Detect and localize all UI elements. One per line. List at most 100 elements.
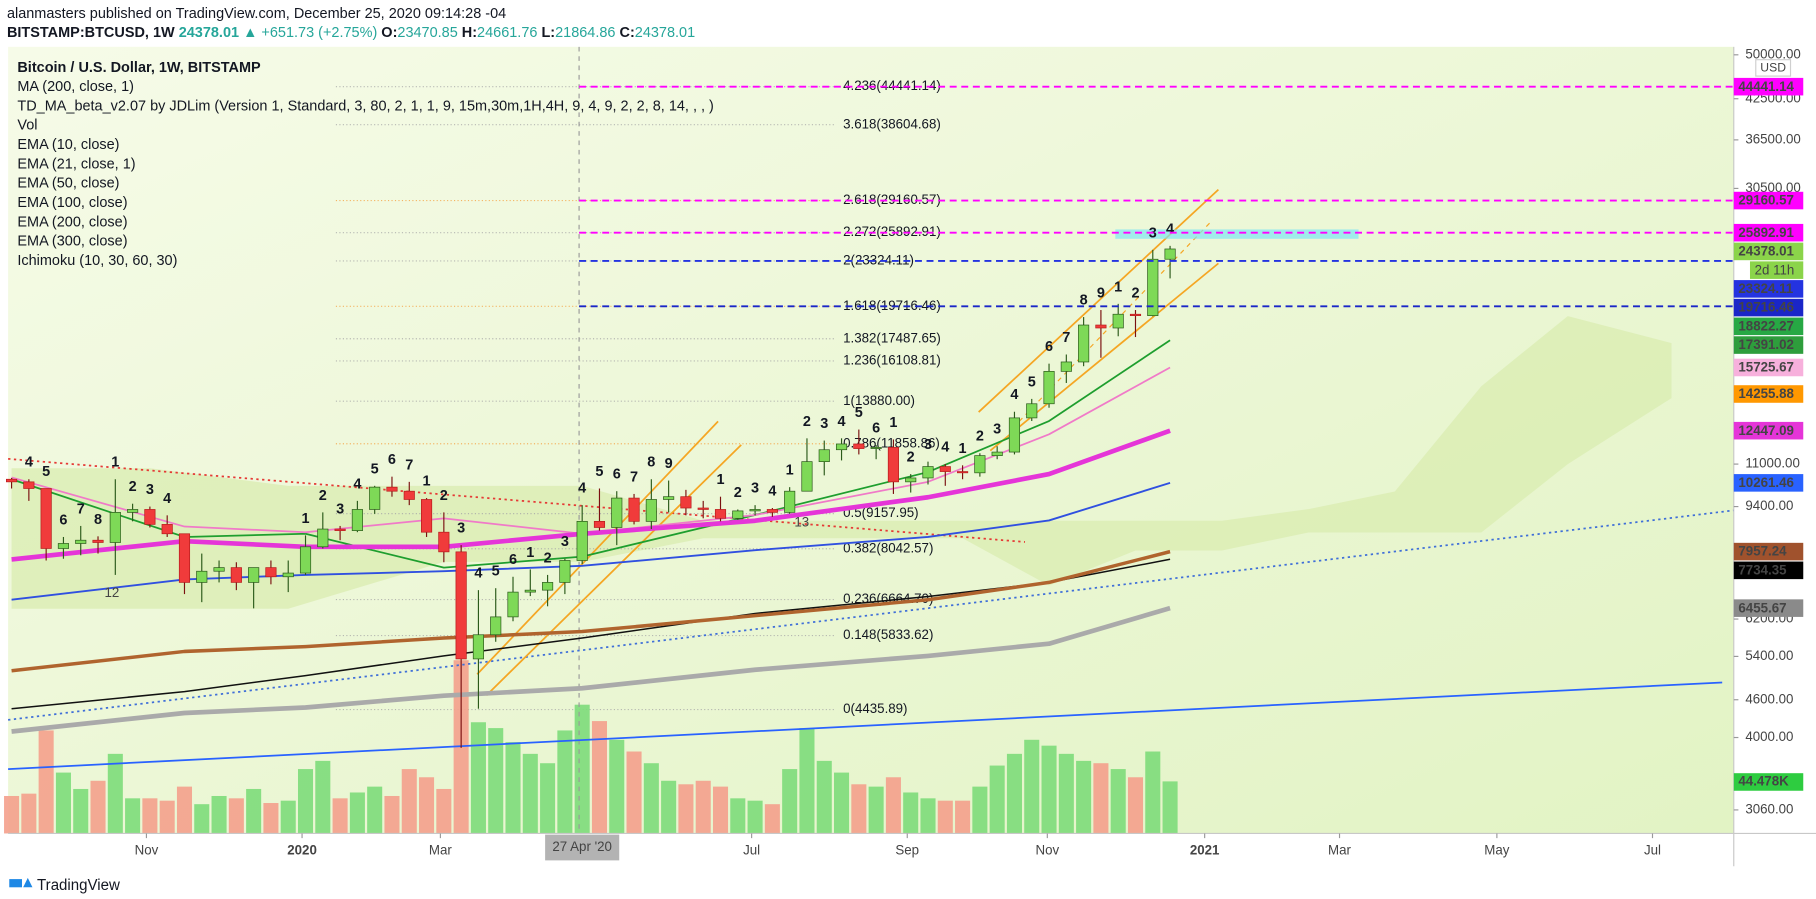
price-label-box [1733,542,1804,561]
candle-body [1060,361,1072,372]
fib-label: 1.382(17487.65) [843,330,941,345]
volume-bar [401,769,417,834]
trend-line [8,681,1723,770]
volume-bar [125,798,141,834]
candle-body [248,567,260,583]
candle-body [611,497,623,528]
ohlc-prefix: H: [462,25,477,41]
td-count: 4 [578,481,587,497]
x-tick-label: May [1484,842,1509,857]
td-count: 2 [907,450,915,466]
crosshair-label: 27 Apr '20 [552,839,612,854]
td-count: 2 [803,414,811,430]
td-count: 7 [1062,330,1070,346]
axis-layer: 50000.0042500.0036500.0030500.0011000.00… [135,46,1804,861]
td-count: 2 [1131,285,1139,301]
volume-bar [73,788,89,834]
candle-body [438,531,450,553]
volume-bar [989,765,1005,834]
annotation: 13 [794,515,809,530]
candle-body [542,582,554,591]
td-count: 6 [613,467,621,483]
volume-bar [349,792,365,834]
logo-shape [23,877,33,888]
volume-bar [782,769,798,834]
td-count: 1 [716,472,724,488]
td-count: 5 [371,461,379,477]
indicator-line [11,605,1171,734]
candle-body [127,509,139,513]
candle-body [92,539,104,543]
candle-body [957,471,969,474]
trend-line [8,509,1734,721]
x-tick-label: Jul [1644,842,1661,857]
ohlc-prefix: C: [620,25,635,41]
td-count: 2 [976,429,984,445]
x-tick-label: Nov [1035,842,1059,857]
candle-body [213,567,225,572]
crosshair-box [545,834,620,861]
candle-body [1164,248,1176,260]
volume-label: 44.478K [1738,773,1789,788]
td-count: 2 [319,488,327,504]
volume-bar [730,798,746,834]
price-label: 18822.27 [1738,318,1793,333]
volume-bar [419,777,435,834]
ohlc-prefix: L: [541,25,555,41]
volume-bar [1041,745,1057,834]
price-label-box [1733,242,1804,261]
legend-entry: EMA (300, close) [17,234,127,250]
currency: USD [1760,61,1786,75]
low: 21864.86 [555,25,615,41]
candle-body [1112,313,1124,329]
candle-body [1129,313,1142,316]
td-count: 2 [440,488,448,504]
volume-bar [488,728,504,834]
volume-bar [903,792,919,834]
candle-body [818,449,830,462]
volume-bar [436,788,452,834]
volume-bar [540,763,556,834]
legend: MA (200, close, 1) TD_MA_beta_v2.07 by JD… [17,79,713,269]
price-label: 15725.67 [1738,360,1793,375]
published-line: alanmasters published on TradingView.com… [7,6,506,22]
candle-body [680,496,692,509]
td-count: 3 [924,437,932,453]
volume-bar [1076,760,1092,834]
td-count: 3 [751,481,759,497]
volume-bar [868,786,884,834]
channel-line [485,444,742,696]
price-label: 14255.88 [1738,386,1794,401]
candle-body [507,591,519,618]
price-label: 7734.35 [1738,562,1787,577]
chart-title: Bitcoin / U.S. Dollar, 1W, BITSTAMP [17,60,261,76]
candle-body [161,524,173,535]
logo-shape [9,879,23,888]
td-count: 3 [457,521,465,537]
logo [9,877,33,888]
td-count: 4 [1166,221,1175,237]
candle-body [853,443,865,449]
price-label-box [1733,317,1804,336]
volume-bar [263,803,279,834]
legend-entry: Ichimoku (10, 30, 60, 30) [17,253,177,269]
volume-bar [4,795,20,834]
volume-bar [194,804,210,834]
fib-label: 3.618(38604.68) [843,116,941,131]
candle-body [230,567,242,583]
x-tick-label: Sep [895,842,919,857]
volume-bar [107,753,123,834]
candle-body [1043,371,1055,405]
candle-body [663,496,675,500]
td-count: 6 [59,512,67,528]
volume-bar [609,739,625,834]
td-count: 6 [509,552,517,568]
candle-body [403,490,415,500]
legend-entry: MA (200, close, 1) [17,79,134,95]
td-count: 4 [838,414,847,430]
volume-bar [38,730,54,834]
price-label: 7957.24 [1738,544,1787,559]
price-label-box [1733,474,1804,492]
ohlc-prefix: O: [381,25,397,41]
